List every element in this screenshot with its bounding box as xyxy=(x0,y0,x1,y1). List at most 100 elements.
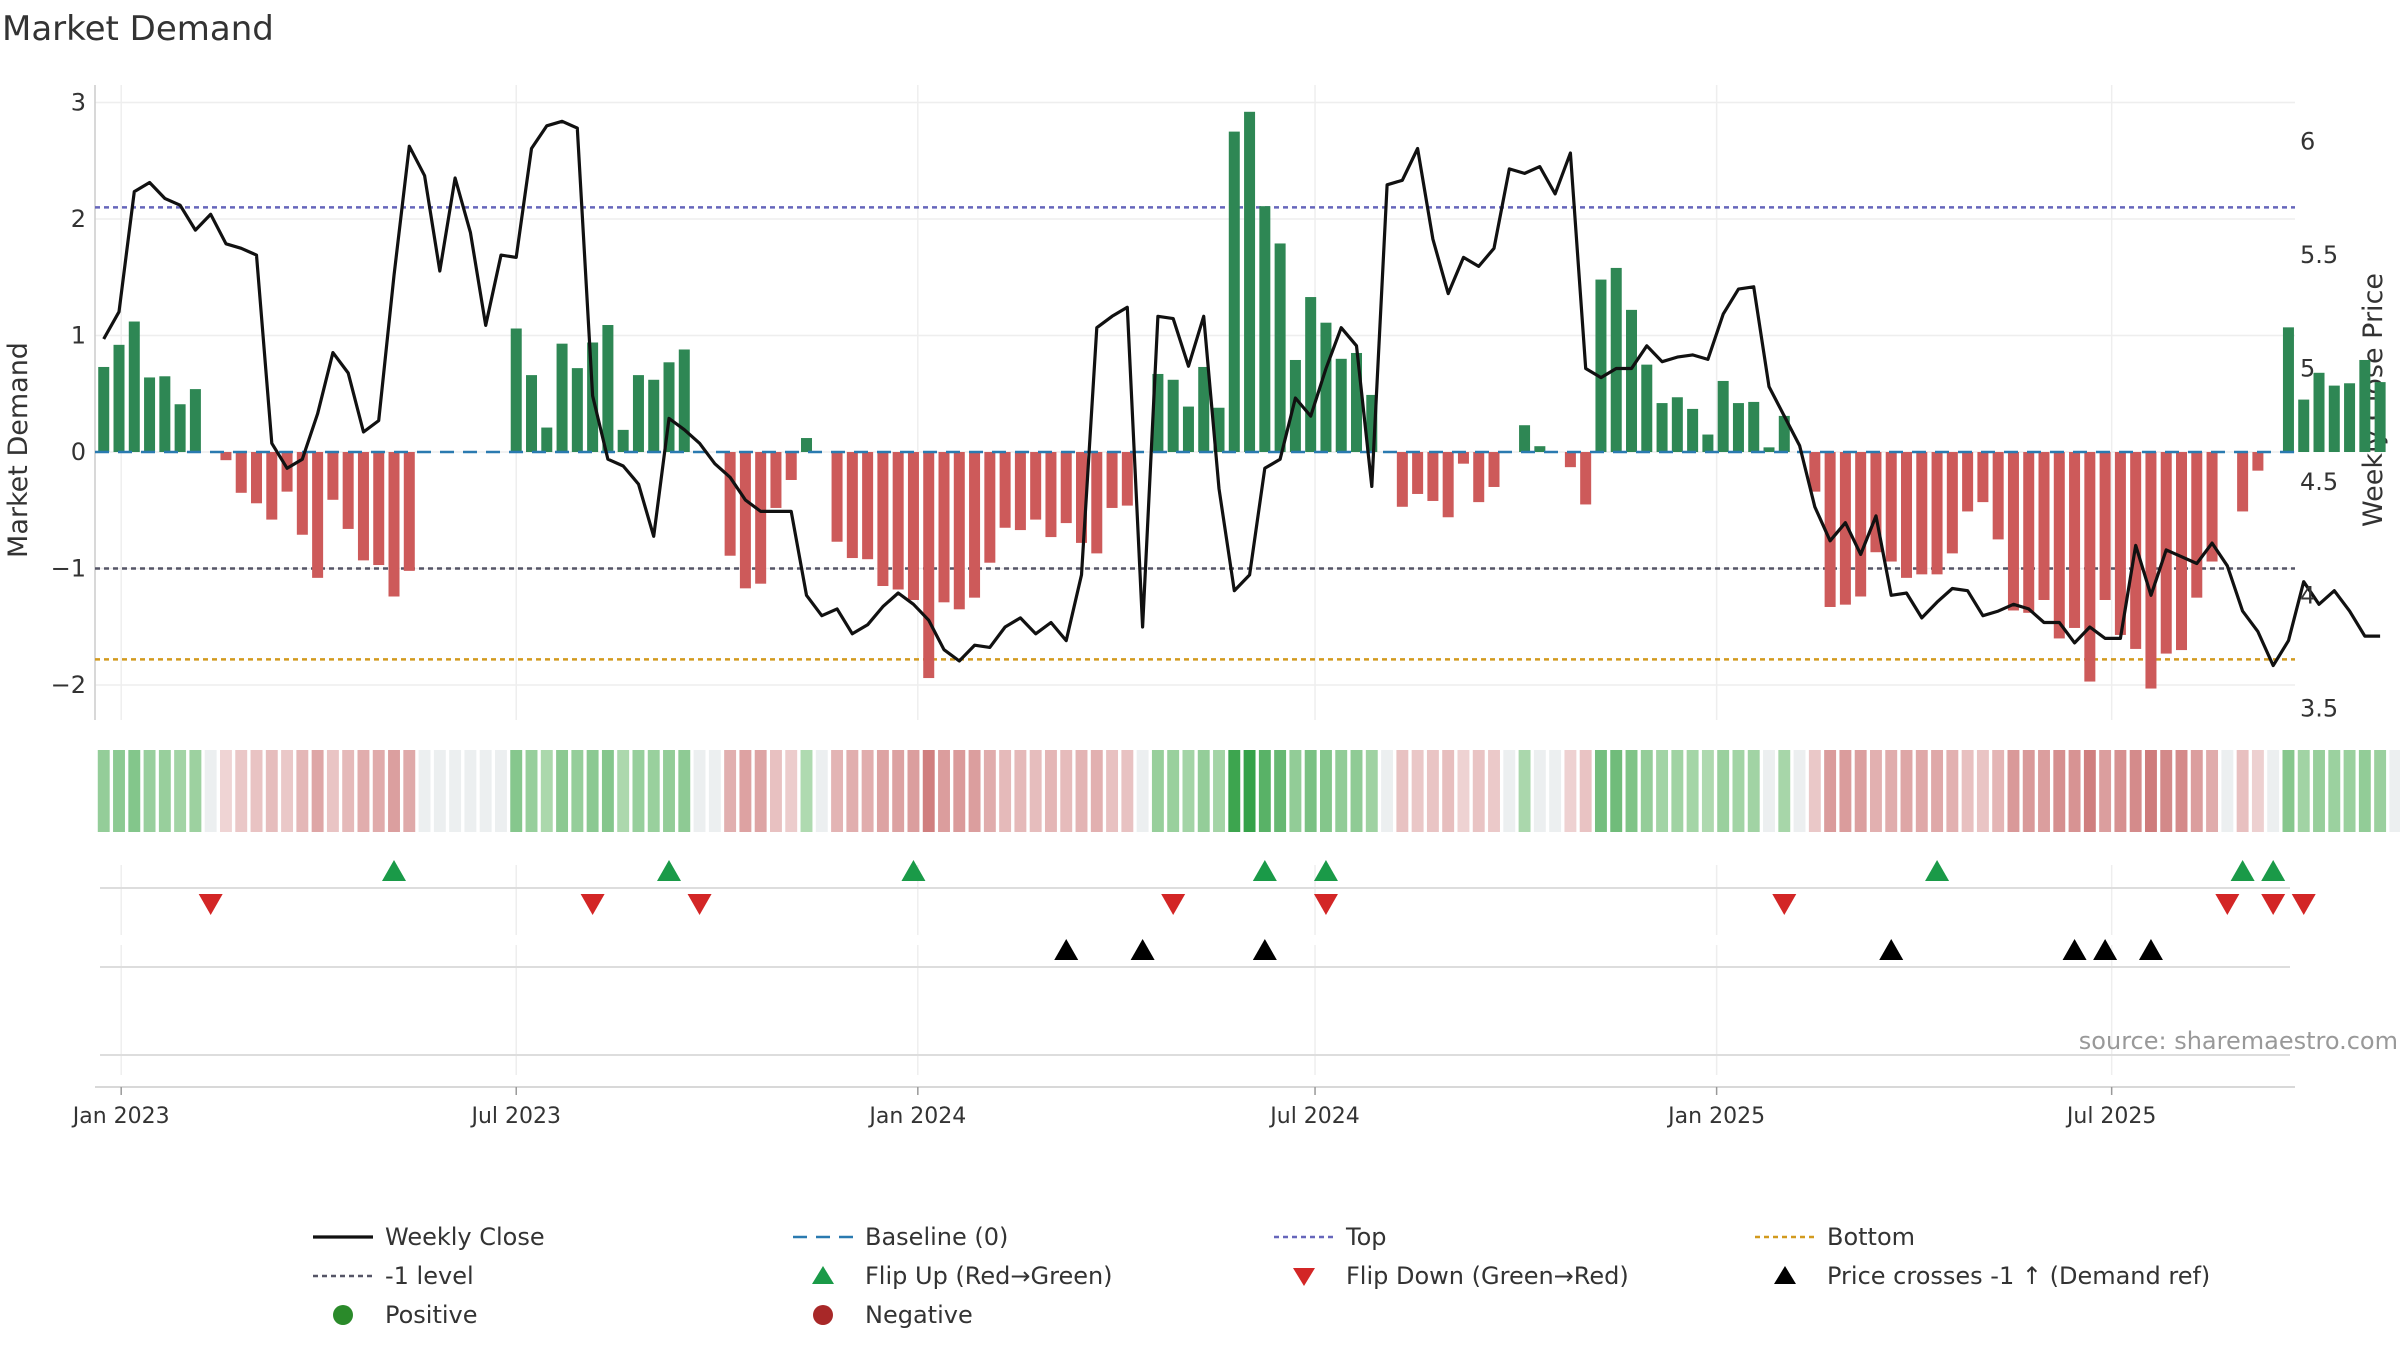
legend-item: Positive xyxy=(333,1301,478,1329)
heat-cell xyxy=(1213,750,1225,832)
heat-cell xyxy=(158,750,171,832)
heat-cell xyxy=(433,750,446,832)
negative-bar xyxy=(755,452,767,584)
heat-cell xyxy=(1136,750,1149,832)
legend-label: Flip Up (Red→Green) xyxy=(865,1262,1113,1290)
heat-cell xyxy=(1869,750,1882,832)
flip-up-marker xyxy=(1925,860,1950,881)
positive-bar xyxy=(1656,403,1668,453)
positive-bar xyxy=(159,376,171,453)
heat-cell xyxy=(1549,750,1562,832)
positive-bar xyxy=(1595,279,1607,453)
heat-cell xyxy=(2358,750,2371,832)
weekly-close-line xyxy=(102,119,2381,668)
x-tick-label: Jan 2023 xyxy=(71,1104,170,1129)
heat-cell xyxy=(1167,750,1180,832)
event-markers xyxy=(198,860,2316,960)
heat-cell xyxy=(938,750,950,832)
legend: Weekly Close Baseline (0) Top Bottom -1 leve… xyxy=(313,1223,2210,1329)
heat-cell xyxy=(1396,750,1409,832)
positive-bar xyxy=(1228,131,1240,453)
negative-bar xyxy=(1870,452,1882,553)
positive-bar xyxy=(1274,243,1286,453)
weekly-close-line-group xyxy=(102,119,2381,668)
negative-bar xyxy=(770,452,782,508)
negative-bar xyxy=(1121,452,1133,506)
negative-bar xyxy=(2237,452,2249,512)
heat-cell xyxy=(2206,750,2219,832)
legend-label: -1 level xyxy=(385,1262,474,1290)
negative-bar xyxy=(1839,452,1851,605)
positive-bar xyxy=(648,379,660,453)
positive-bar xyxy=(1610,267,1622,453)
heat-cell xyxy=(525,750,538,832)
x-tick-label: Jan 2025 xyxy=(1666,1104,1765,1129)
heat-cell xyxy=(2114,750,2127,832)
heat-cell xyxy=(1304,750,1317,832)
negative-bar xyxy=(2038,452,2050,600)
legend-item: Bottom xyxy=(1755,1223,1915,1251)
positive-bar xyxy=(2344,383,2356,453)
heat-cell xyxy=(754,750,767,832)
heat-cell xyxy=(1717,750,1730,832)
negative-bar xyxy=(1060,452,1072,524)
heat-cell xyxy=(219,750,232,832)
positive-bar xyxy=(128,321,140,453)
negative-bar xyxy=(266,452,278,520)
positive-bar xyxy=(541,427,553,453)
heat-cell xyxy=(449,750,462,832)
heat-cell xyxy=(785,750,798,832)
positive-bar xyxy=(1320,322,1332,453)
negative-bar xyxy=(1977,452,1989,503)
negative-bar xyxy=(1962,452,1974,512)
heat-cell xyxy=(1732,750,1745,832)
y2-tick-label: 5 xyxy=(2300,354,2315,382)
negative-bar xyxy=(1076,452,1088,543)
negative-bar xyxy=(2007,452,2019,611)
y-axis-ticks: −2 −1 0 1 2 3 xyxy=(51,88,86,699)
grid-lines xyxy=(94,85,2295,1088)
negative-bar xyxy=(1855,452,1867,597)
heat-cell xyxy=(1365,750,1378,832)
positive-bar xyxy=(1213,407,1225,453)
positive-bar xyxy=(1778,415,1790,453)
y-axis-label: Market Demand xyxy=(3,342,34,558)
heat-cell xyxy=(296,750,309,832)
heat-cell xyxy=(2007,750,2020,832)
negative-bar xyxy=(1885,452,1897,562)
heat-cell xyxy=(846,750,859,832)
heat-cell xyxy=(1472,750,1485,832)
heat-cell xyxy=(1060,750,1073,832)
heat-cell xyxy=(2129,750,2142,832)
flip-down-marker xyxy=(580,894,605,915)
heat-cell xyxy=(2022,750,2035,832)
x-tick-label: Jul 2025 xyxy=(2065,1104,2157,1129)
negative-bar xyxy=(724,452,736,556)
negative-bar xyxy=(1412,452,1424,494)
flip-up-marker xyxy=(657,860,682,881)
positive-bar xyxy=(663,362,675,453)
price-cross-marker xyxy=(1130,939,1155,960)
heat-cell xyxy=(1014,750,1027,832)
y2-axis-ticks: 3.5 4 4.5 5 5.5 6 xyxy=(2300,128,2338,723)
positive-bar xyxy=(1702,434,1714,453)
heat-cell xyxy=(357,750,370,832)
positive-bar xyxy=(510,328,522,453)
legend-swatch xyxy=(1774,1266,1796,1284)
heat-cell xyxy=(2221,750,2234,832)
chart-title: Market Demand xyxy=(2,9,274,49)
positive-bar xyxy=(1167,379,1179,453)
heat-cell xyxy=(1594,750,1607,832)
positive-bar xyxy=(2328,385,2340,453)
legend-item: -1 level xyxy=(313,1262,474,1290)
flip-down-marker xyxy=(198,894,223,915)
heat-cell xyxy=(1457,750,1470,832)
heat-cell xyxy=(1976,750,1989,832)
y2-tick-label: 3.5 xyxy=(2300,695,2338,723)
heat-cell xyxy=(403,750,416,832)
negative-bar xyxy=(1473,452,1485,503)
heat-cell xyxy=(1518,750,1531,832)
positive-bar xyxy=(1748,401,1760,453)
negative-bar xyxy=(2191,452,2203,598)
y2-tick-label: 4 xyxy=(2300,581,2315,609)
